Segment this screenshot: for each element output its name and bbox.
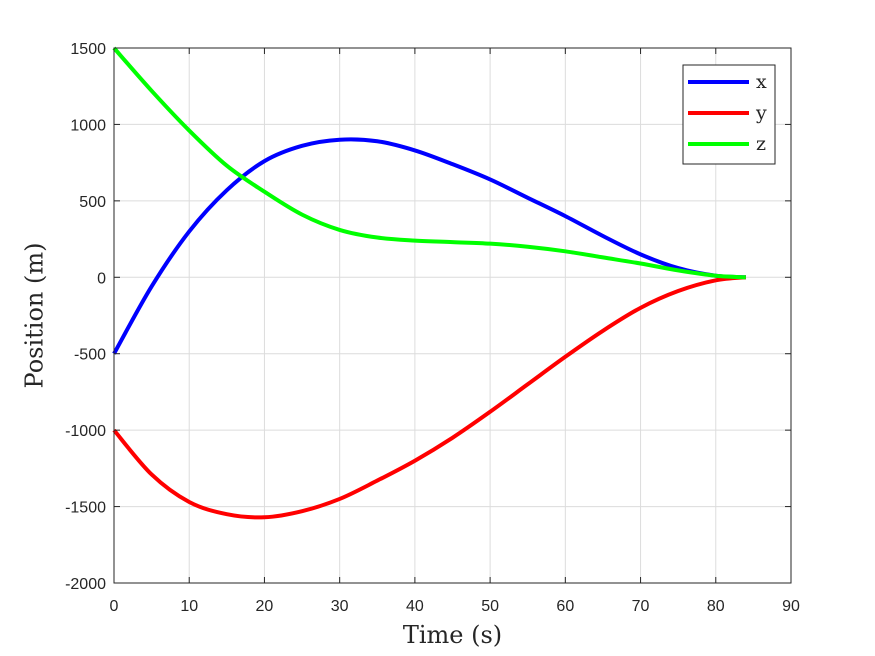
- x-tick-label: 90: [782, 598, 800, 615]
- x-tick-label: 60: [556, 598, 574, 615]
- y-tick-label: -1500: [65, 500, 106, 517]
- y-tick-label: 1000: [70, 117, 106, 134]
- legend-label-y: y: [755, 102, 767, 124]
- plot-frame: [113, 47, 792, 584]
- legend-label-z: z: [756, 133, 766, 155]
- x-tick-label: 70: [632, 598, 650, 615]
- x-tick-label: 0: [110, 598, 119, 615]
- series-line-x: [112, 137, 746, 355]
- x-tick-label: 30: [331, 598, 349, 615]
- series-line-z: [112, 46, 746, 280]
- y-axis-label: Position (m): [20, 243, 48, 389]
- series-line-y: [112, 275, 747, 520]
- series-lines: [112, 46, 747, 520]
- x-tick-labels: 0 10 20 30 40 50 60 70 80 90: [110, 598, 800, 615]
- y-tick-label: -2000: [65, 576, 106, 593]
- x-tick-label: 40: [406, 598, 424, 615]
- legend: xyz: [682, 64, 776, 165]
- y-tick-label: 0: [97, 270, 106, 287]
- legend-label-x: x: [756, 71, 767, 93]
- x-tick-label: 20: [256, 598, 274, 615]
- y-tick-label: -1000: [65, 423, 106, 440]
- x-tick-label: 10: [180, 598, 198, 615]
- x-tick-label: 50: [481, 598, 499, 615]
- tick-marks: [113, 47, 792, 584]
- x-axis-label: Time (s): [403, 621, 502, 649]
- x-tick-label: 80: [707, 598, 725, 615]
- y-tick-label: 1500: [70, 41, 106, 58]
- y-tick-label: 500: [79, 194, 106, 211]
- y-tick-label: -500: [74, 347, 106, 364]
- y-tick-labels: -2000 -1500 -1000 -500 0 500 1000 1500: [65, 41, 106, 593]
